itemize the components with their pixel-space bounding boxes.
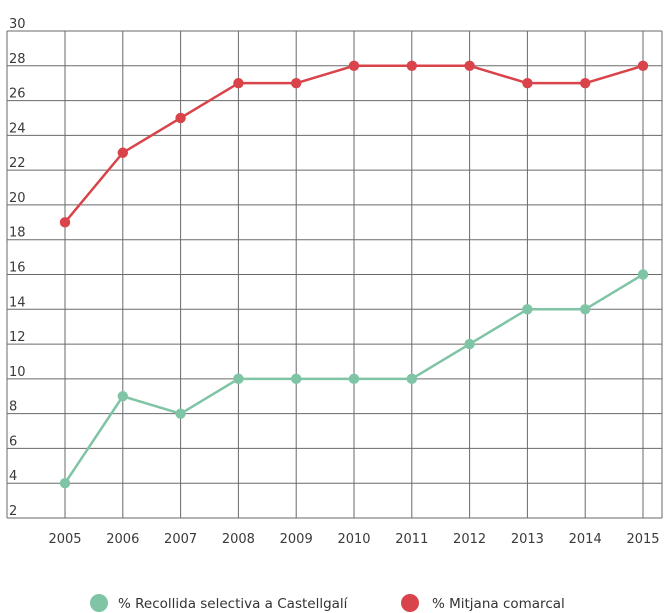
legend-swatch <box>90 594 108 612</box>
legend-label: % Recollida selectiva a Castellgalí <box>118 596 349 612</box>
x-tick-label: 2011 <box>395 532 428 547</box>
legend-swatch <box>401 594 419 612</box>
y-tick-label: 12 <box>9 330 26 345</box>
legend-label: % Mitjana comarcal <box>432 596 565 612</box>
y-tick-label: 14 <box>9 295 26 310</box>
data-point <box>522 304 533 315</box>
data-point <box>348 373 360 385</box>
legend-item: % Mitjana comarcal <box>401 594 565 612</box>
chart-series <box>59 60 649 489</box>
y-tick-label: 6 <box>9 434 17 449</box>
x-tick-label: 2009 <box>280 532 313 547</box>
chart-grid <box>6 30 663 519</box>
y-tick-label: 24 <box>9 121 26 136</box>
y-tick-label: 2 <box>9 504 17 519</box>
data-point <box>637 60 649 71</box>
data-point <box>59 217 71 228</box>
series-1 <box>59 269 649 489</box>
y-tick-label: 20 <box>9 191 26 206</box>
x-tick-label: 2015 <box>626 532 659 547</box>
data-point <box>117 147 128 158</box>
x-tick-label: 2012 <box>453 532 486 547</box>
y-tick-label: 8 <box>9 400 17 415</box>
data-point <box>637 269 649 280</box>
y-tick-label: 22 <box>9 156 26 171</box>
data-point <box>464 60 475 71</box>
data-point <box>233 373 244 385</box>
x-tick-label: 2013 <box>511 532 544 547</box>
data-point <box>348 60 360 71</box>
y-tick-label: 30 <box>9 17 26 32</box>
data-point <box>233 77 244 89</box>
data-point <box>406 60 417 71</box>
x-tick-label: 2008 <box>222 532 255 547</box>
data-point <box>522 77 533 89</box>
data-point <box>291 373 302 385</box>
data-point <box>406 373 417 385</box>
legend-item: % Recollida selectiva a Castellgalí <box>90 594 349 612</box>
data-point <box>291 77 302 89</box>
data-point <box>580 77 591 89</box>
data-point <box>175 408 186 419</box>
data-point <box>580 304 591 315</box>
x-tick-label: 2006 <box>106 532 139 547</box>
x-axis: 2005 2006 2007 2008 2009 2010 2011 2012 2013 2014… <box>48 532 659 547</box>
y-tick-label: 18 <box>9 226 26 241</box>
x-tick-label: 2005 <box>48 532 81 547</box>
data-point <box>175 112 186 124</box>
chart-legend: % Recollida selectiva a Castellgalí % Mit… <box>90 594 565 612</box>
data-point <box>464 338 475 350</box>
y-tick-label: 28 <box>9 52 26 67</box>
data-point <box>117 391 128 402</box>
x-tick-label: 2010 <box>337 532 370 547</box>
y-tick-label: 4 <box>9 469 17 484</box>
x-tick-label: 2007 <box>164 532 197 547</box>
data-point <box>59 478 71 489</box>
y-tick-label: 10 <box>9 365 26 380</box>
y-tick-label: 26 <box>9 87 26 102</box>
y-tick-label: 16 <box>9 261 26 276</box>
series-2 <box>59 60 649 228</box>
x-tick-label: 2014 <box>569 532 602 547</box>
